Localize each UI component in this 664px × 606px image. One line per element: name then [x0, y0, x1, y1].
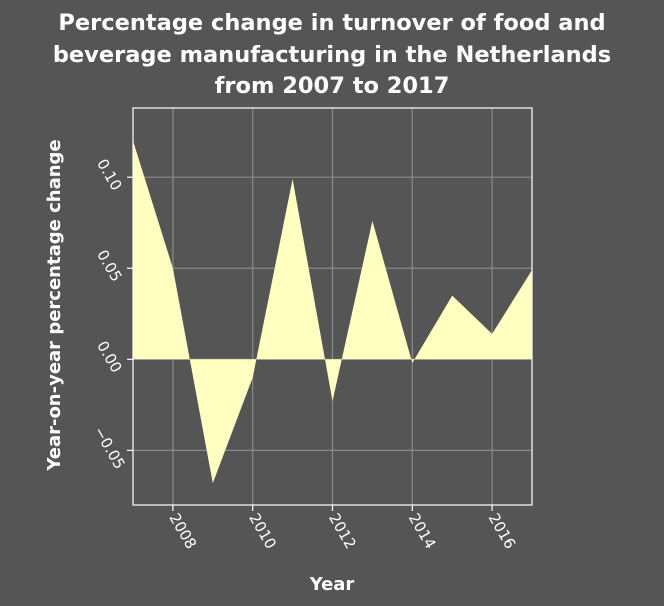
x-tick-label: 2012: [325, 510, 360, 552]
area-fill: [133, 140, 532, 484]
area-series: [132, 140, 533, 484]
x-axis-label: Year: [309, 574, 355, 595]
x-tick-label: 2014: [405, 510, 440, 552]
x-tick-label: 2016: [485, 510, 520, 552]
chart-title: Percentage change in turnover of food an…: [53, 10, 611, 99]
y-tick-label: 0.05: [93, 247, 125, 285]
grid-lines: [133, 108, 532, 505]
y-tick-label: 0.00: [93, 338, 125, 376]
y-tick-label: −0.05: [90, 423, 129, 472]
chart-title-line-3: from 2007 to 2017: [215, 73, 450, 99]
y-axis-label: Year-on-year percentage change: [44, 139, 65, 471]
chart-title-line-1: Percentage change in turnover of food an…: [58, 10, 605, 36]
x-tick-label: 2008: [165, 510, 200, 552]
chart-title-line-2: beverage manufacturing in the Netherland…: [53, 42, 611, 68]
y-tick-label: 0.10: [93, 156, 125, 194]
x-tick-label: 2010: [245, 510, 280, 552]
